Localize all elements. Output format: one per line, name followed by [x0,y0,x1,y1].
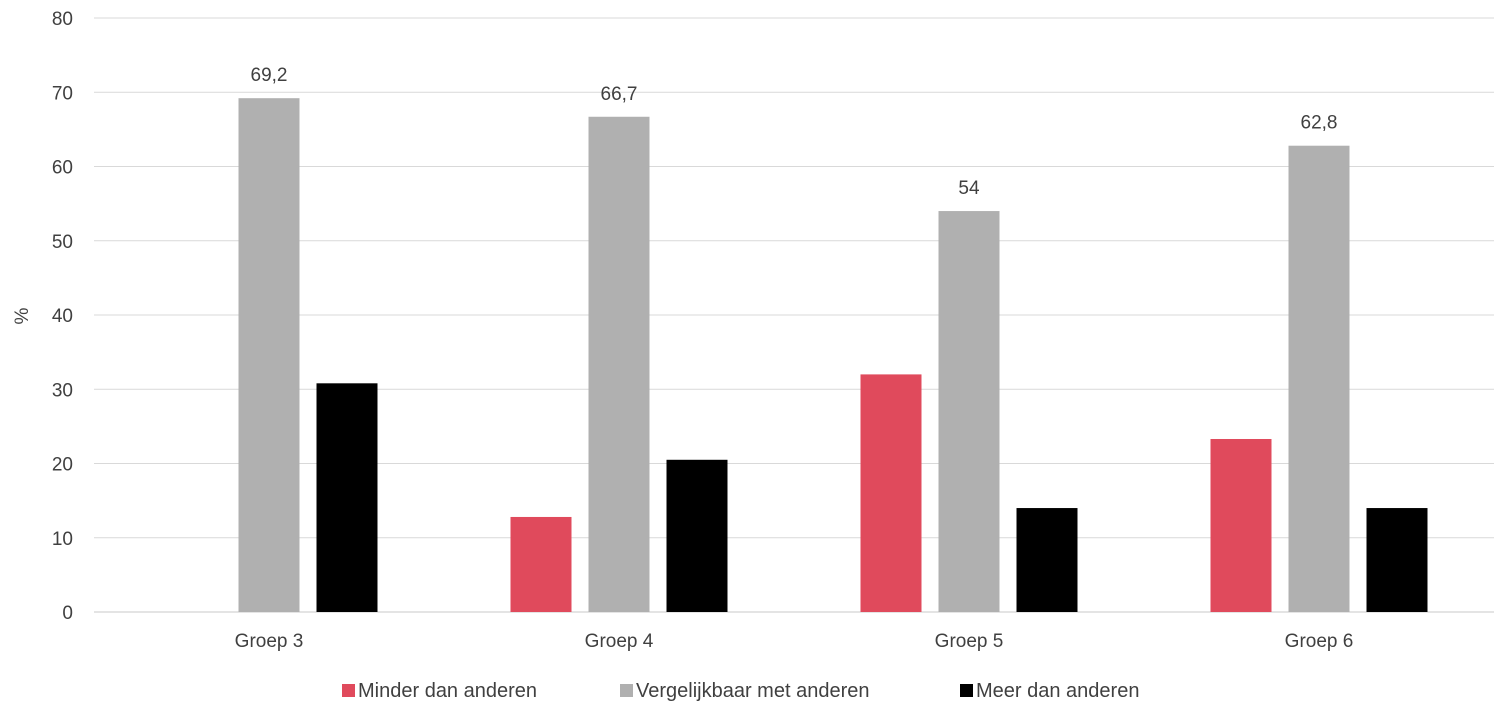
data-labels: 69,2 66,7 54 62,8 [251,65,1338,199]
x-category-label: Groep 4 [585,631,654,652]
bar [1366,508,1428,612]
legend-swatch [342,684,355,697]
y-tick-label: 10 [52,529,73,550]
x-axis-category-labels: Groep 3 Groep 4 Groep 5 Groep 6 [235,631,1354,652]
bar [938,211,1000,613]
bars [238,98,1428,613]
y-tick-label: 0 [62,603,73,624]
y-tick-label: 60 [52,158,73,179]
bar [860,374,922,612]
legend-swatch [620,684,633,697]
bar [1210,438,1272,612]
bar [510,516,572,612]
bar [666,459,728,612]
y-tick-label: 40 [52,306,73,327]
legend-swatch [960,684,973,697]
data-label: 69,2 [251,65,288,86]
data-label: 62,8 [1301,113,1338,134]
y-axis-tick-labels: 0 10 20 30 40 50 60 70 80 [52,9,73,624]
y-tick-label: 30 [52,380,73,401]
x-category-label: Groep 3 [235,631,304,652]
gridlines [94,17,1494,613]
bar [588,116,650,612]
bar [1288,145,1350,612]
legend-label: Vergelijkbaar met anderen [636,680,869,702]
x-category-label: Groep 6 [1285,631,1354,652]
y-axis-label: % [12,307,33,324]
bar [1016,508,1078,612]
bar [316,383,378,612]
legend: Minder dan anderen Vergelijkbaar met ande… [342,680,1139,702]
data-label: 66,7 [601,84,638,105]
bar [238,98,300,612]
y-tick-label: 80 [52,9,73,30]
y-tick-label: 50 [52,232,73,253]
y-tick-label: 20 [52,455,73,476]
data-label: 54 [958,178,980,199]
y-tick-label: 70 [52,83,73,104]
legend-label: Meer dan anderen [976,680,1139,702]
x-category-label: Groep 5 [935,631,1004,652]
legend-label: Minder dan anderen [358,680,537,702]
